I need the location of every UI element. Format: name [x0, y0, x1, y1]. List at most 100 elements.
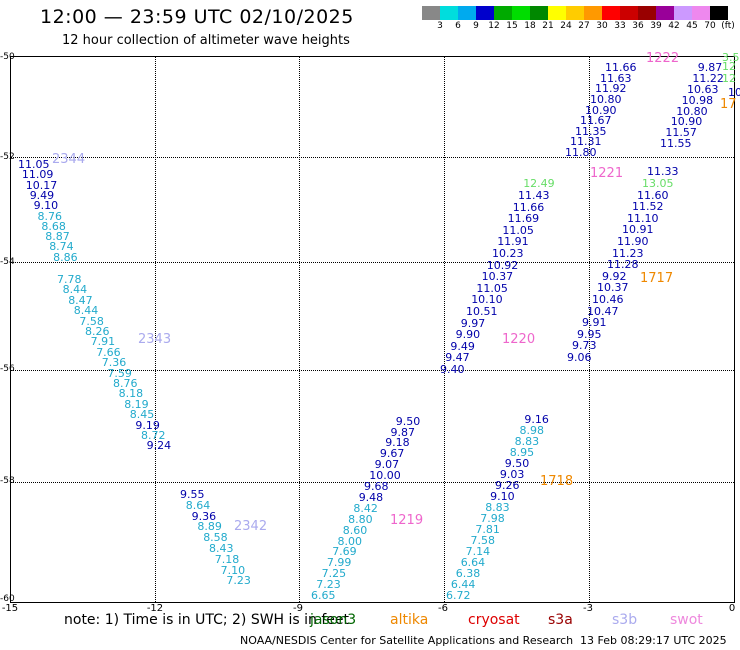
swh-value: 12.49 [523, 177, 555, 191]
grid-line-lon [444, 57, 445, 602]
pass-id-label: 2344 [52, 152, 86, 167]
swh-value: 10.47 [587, 304, 619, 318]
satellite-name: s3a [548, 612, 573, 628]
colorbar-label: 15 [506, 21, 518, 31]
swh-value: 8.74 [49, 240, 74, 254]
colorbar-swatch [530, 6, 548, 20]
swh-value: 9.90 [455, 328, 481, 342]
swh-value: 9.07 [374, 458, 400, 472]
swh-value: 8.76 [113, 377, 138, 390]
pass-id-label: 1222 [646, 51, 680, 66]
swh-value: 11.67 [580, 114, 612, 128]
swh-value: 7.81 [475, 523, 500, 536]
colorbar-swatch [710, 6, 728, 20]
swh-value: 10.37 [481, 270, 514, 284]
colorbar-label: 33 [614, 21, 626, 31]
swh-value: 10.17 [25, 178, 58, 192]
lat-tick-label: -54 [0, 257, 15, 267]
swh-value: 9.73 [572, 339, 597, 353]
colorbar-label: 12 [488, 21, 500, 31]
swh-value: 10.63 [687, 83, 719, 96]
swh-value: 9.49 [450, 339, 475, 353]
swh-value: 9.68 [364, 480, 389, 493]
colorbar-swatch [656, 6, 674, 20]
swh-value: 8.83 [514, 435, 540, 448]
colorbar-swatch [476, 6, 494, 20]
satellite-name: s3b [612, 612, 638, 628]
swh-value: 8.18 [118, 387, 144, 401]
swh-value: 7.91 [90, 335, 116, 349]
lon-tick-label: -6 [438, 603, 448, 614]
lat-tick-label: -50 [0, 52, 15, 62]
colorbar-swatch [440, 6, 458, 20]
swh-value: 9.87 [390, 425, 416, 439]
swh-value: 11.92 [595, 82, 627, 96]
swh-value: 9.47 [445, 351, 470, 365]
lat-tick-label: -56 [0, 364, 15, 374]
colorbar-swatch [602, 6, 620, 20]
swh-value: 7.66 [96, 345, 121, 359]
swh-value: 8.00 [337, 534, 363, 548]
pass-id-label: 1220 [502, 332, 536, 347]
swh-value: 8.98 [519, 424, 545, 437]
colorbar-swatch [566, 6, 584, 20]
swh-value: 11.60 [637, 188, 669, 202]
swh-value: 9.06 [567, 351, 592, 364]
swh-value: 7.59 [107, 366, 132, 380]
swh-value: 10.46 [592, 293, 624, 306]
swh-value: 11.57 [665, 126, 697, 140]
grid-line-lon [155, 57, 156, 602]
pass-id-label: 1221 [590, 166, 624, 181]
swh-value: 6.64 [460, 556, 486, 569]
swh-value: 6.38 [455, 567, 481, 580]
colorbar-label: (ft) [721, 21, 735, 31]
swh-value: 7.36 [101, 356, 127, 370]
colorbar-label: 39 [650, 21, 662, 31]
colorbar-label: 30 [596, 21, 608, 31]
lon-tick-label: -3 [583, 603, 593, 614]
swh-value: 11.63 [600, 71, 632, 85]
swh-value: 9.91 [582, 316, 607, 330]
pass-id-label: 1219 [390, 513, 424, 528]
satellite-name: altika [390, 612, 429, 628]
swh-value: 9.49 [29, 188, 55, 202]
swh-value: 10.92 [486, 258, 519, 272]
lat-tick-label: -60 [0, 594, 15, 604]
swh-value: 9.19 [135, 418, 160, 432]
swh-value: 11.23 [612, 246, 644, 260]
colorbar-swatch [494, 6, 512, 20]
swh-value: 7.23 [316, 578, 341, 592]
swh-value-edge: 12 [722, 72, 736, 85]
colorbar-label: 36 [632, 21, 644, 31]
swh-value: 8.68 [41, 219, 66, 233]
swh-value: 10.37 [597, 281, 629, 295]
pass-id-label: 1717 [640, 271, 674, 286]
swh-value: 7.10 [220, 563, 246, 577]
swh-value: 9.67 [379, 447, 405, 461]
swh-value: 11.10 [627, 211, 659, 225]
colorbar-label: 42 [668, 21, 680, 31]
swh-value: 8.83 [485, 501, 510, 514]
swh-value: 8.44 [62, 283, 88, 297]
page-title: 12:00 — 23:59 UTC 02/10/2025 [40, 6, 354, 28]
swh-value: 9.87 [697, 61, 723, 75]
swh-value: 11.91 [497, 235, 529, 249]
swh-value: 10.51 [466, 305, 498, 318]
colorbar-swatch [458, 6, 476, 20]
swh-value: 11.66 [605, 61, 637, 75]
pass-id-label: 17 [720, 97, 737, 112]
colorbar-label: 18 [524, 21, 536, 31]
swh-value: 9.92 [602, 269, 627, 283]
grid-line-lat [11, 370, 734, 371]
swh-value: 10.10 [471, 293, 503, 307]
colorbar-swatch [638, 6, 656, 20]
swh-value: 11.28 [607, 258, 639, 272]
swh-value: 10.23 [492, 247, 524, 260]
swh-value: 8.95 [509, 446, 535, 459]
swh-value: 9.95 [577, 327, 602, 341]
swh-value: 6.44 [450, 578, 476, 591]
colorbar-swatch [674, 6, 692, 20]
satellite-name: swot [670, 612, 703, 628]
swh-value: 8.86 [53, 250, 78, 264]
swh-value: 8.42 [353, 501, 378, 515]
